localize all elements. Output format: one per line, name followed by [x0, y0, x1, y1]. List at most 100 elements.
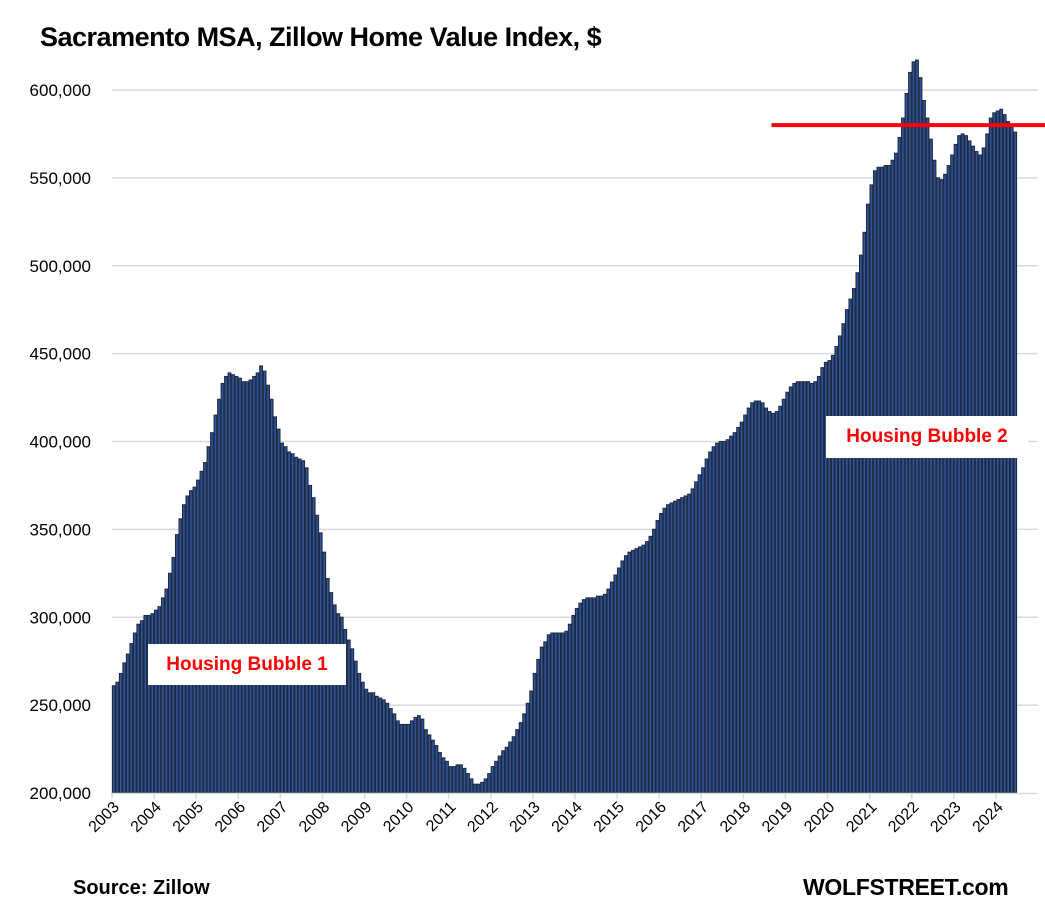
bar [557, 632, 562, 794]
bar [750, 402, 755, 794]
bar [760, 402, 765, 794]
bar [525, 702, 530, 794]
bar [146, 614, 151, 794]
bar [269, 398, 274, 794]
bar [704, 458, 709, 794]
bar [497, 755, 502, 794]
bar [957, 135, 961, 794]
bar [953, 143, 958, 794]
bar [753, 400, 758, 794]
y-tick-label: 450,000 [30, 345, 91, 364]
bar [869, 184, 874, 794]
bar [981, 147, 986, 794]
bar [539, 646, 544, 794]
bar [283, 446, 288, 794]
bar [532, 672, 537, 794]
bar [360, 681, 365, 794]
bar [848, 298, 853, 794]
bar [196, 479, 200, 794]
bar [434, 744, 439, 794]
annotation-housing-bubble-1: Housing Bubble 1 [148, 644, 346, 685]
bar [325, 578, 330, 794]
x-tick-label: 2004 [128, 799, 165, 836]
bar [606, 588, 611, 794]
bar [746, 407, 751, 794]
bar [588, 597, 593, 794]
bar [634, 548, 639, 794]
bar [445, 760, 449, 794]
bar [266, 384, 270, 794]
bar [203, 462, 207, 794]
bar [395, 720, 400, 794]
bar [964, 135, 968, 794]
bar [304, 467, 309, 794]
bar [637, 546, 642, 794]
bar [623, 555, 628, 794]
bar [357, 672, 362, 794]
y-tick-label: 350,000 [30, 520, 91, 539]
bar [241, 381, 246, 794]
x-tick-label: 2006 [212, 799, 249, 836]
bar [336, 613, 341, 794]
bar [409, 720, 414, 794]
bar [206, 446, 211, 794]
bar [645, 541, 649, 794]
bar [816, 375, 821, 794]
bar [837, 335, 842, 794]
bar [441, 757, 446, 794]
bar [374, 695, 379, 794]
bar [290, 453, 295, 794]
bar [459, 764, 463, 794]
bar [490, 766, 495, 794]
bar [788, 386, 793, 794]
bar [743, 414, 748, 794]
x-tick-label: 2018 [717, 799, 754, 836]
bar [308, 484, 313, 794]
x-tick-label: 2012 [464, 799, 501, 836]
bar [571, 614, 576, 794]
bar [469, 778, 474, 794]
bar [697, 474, 702, 794]
bar [385, 702, 390, 794]
bar [978, 154, 983, 794]
bar [578, 602, 583, 794]
bar [522, 713, 527, 794]
bar [718, 440, 723, 794]
bar [890, 159, 895, 794]
bar [757, 400, 762, 794]
x-tick-label: 2009 [338, 799, 375, 836]
bar [122, 662, 127, 794]
bar [515, 729, 520, 794]
bar [851, 288, 856, 794]
bar [111, 685, 116, 794]
bar [255, 372, 260, 794]
bar [894, 152, 898, 794]
bar [855, 272, 860, 794]
bar [809, 382, 814, 794]
bar [424, 729, 428, 794]
y-tick-label: 250,000 [30, 696, 91, 715]
bar [722, 440, 726, 794]
bar [262, 370, 267, 794]
bar [592, 597, 597, 794]
bar [518, 722, 523, 794]
x-axis: 2003 2004 2005 2006 2007 2008 2009 2010 2011 2012… [86, 792, 1038, 836]
bar [220, 382, 225, 794]
bar [364, 688, 369, 794]
bar [392, 713, 397, 794]
y-tick-label: 400,000 [30, 433, 91, 452]
y-tick-label: 550,000 [30, 169, 91, 188]
bar [813, 381, 818, 794]
bar [876, 166, 881, 794]
bar [771, 412, 776, 794]
bar [620, 560, 625, 794]
bar [609, 581, 614, 794]
bar [483, 778, 488, 794]
bar [367, 692, 372, 794]
x-tick-label: 2014 [549, 799, 586, 836]
bar [736, 426, 741, 794]
bar [487, 773, 491, 794]
bar [950, 154, 954, 794]
bar [231, 374, 235, 794]
bar [560, 632, 565, 794]
